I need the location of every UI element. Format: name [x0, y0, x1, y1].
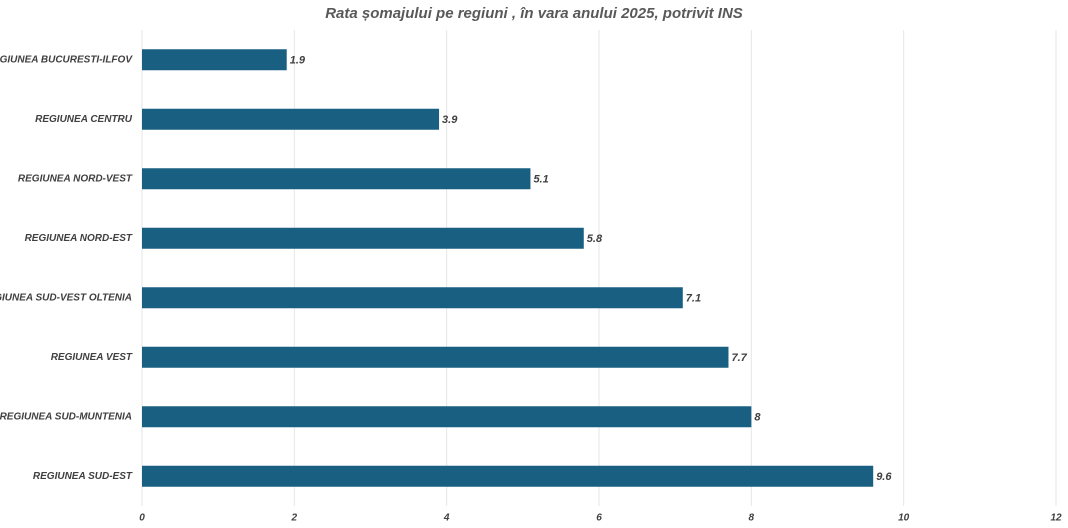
bar [142, 168, 531, 190]
x-tick-label: 12 [1050, 513, 1062, 524]
value-label: 9.6 [876, 471, 892, 483]
bar [142, 227, 584, 249]
y-tick-label: REGIUNEA NORD-VEST [18, 173, 133, 184]
value-label: 3.9 [442, 114, 458, 126]
x-tick-label: 0 [139, 513, 145, 524]
bar [142, 108, 440, 130]
y-tick-label: REGIUNEA SUD-VEST OLTENIA [0, 292, 132, 303]
bar [142, 287, 683, 309]
y-tick-label: REGIUNEA CENTRU [35, 114, 133, 125]
value-label: 5.8 [587, 233, 603, 245]
chart-title: Rata șomajului pe regiuni , în vara anul… [325, 5, 743, 22]
value-label: 5.1 [533, 174, 548, 186]
y-tick-label: REGIUNEA BUCURESTI-ILFOV [0, 54, 133, 65]
x-tick-label: 10 [898, 513, 910, 524]
bar [142, 346, 729, 368]
value-label: 7.7 [731, 352, 747, 364]
value-label: 8 [754, 412, 761, 424]
x-tick-label: 4 [443, 513, 450, 524]
bar [142, 49, 287, 71]
bar [142, 465, 874, 487]
y-tick-label: REGIUNEA SUD-EST [33, 471, 133, 482]
value-label: 1.9 [290, 55, 306, 67]
y-tick-label: REGIUNEA NORD-EST [25, 233, 133, 244]
y-tick-label: REGIUNEA SUD-MUNTENIA [0, 411, 132, 422]
y-tick-label: REGIUNEA VEST [51, 352, 133, 363]
bar [142, 406, 752, 428]
x-tick-label: 6 [596, 513, 602, 524]
x-tick-label: 8 [749, 513, 755, 524]
value-label: 7.1 [686, 293, 701, 305]
x-tick-label: 2 [291, 513, 298, 524]
